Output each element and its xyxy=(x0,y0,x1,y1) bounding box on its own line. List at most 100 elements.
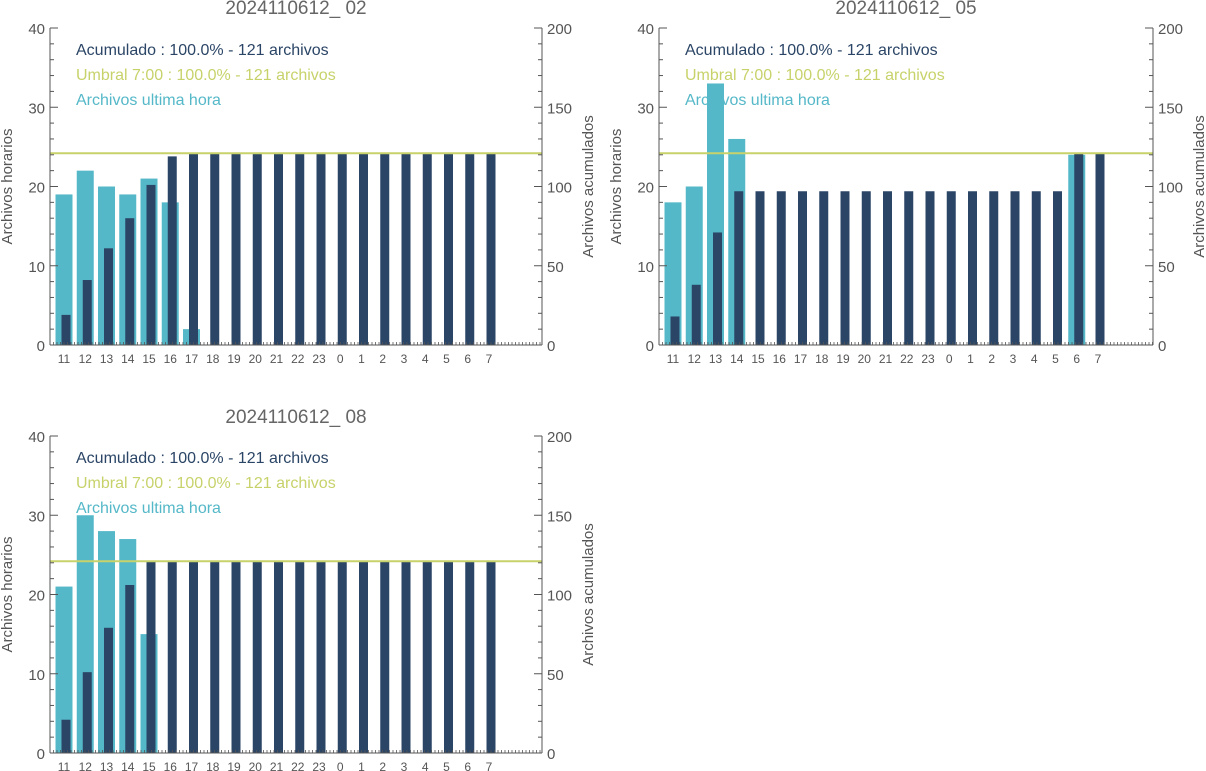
x-tick-label: 5 xyxy=(443,352,450,366)
legend-hourly: Archivos ultima hora xyxy=(76,92,221,109)
x-tick-label: 20 xyxy=(249,352,263,366)
x-tick-label: 23 xyxy=(921,352,935,366)
cumulative-bar xyxy=(316,561,326,753)
x-tick-label: 2 xyxy=(379,352,386,366)
cumulative-bar xyxy=(968,191,977,345)
x-tick-label: 1 xyxy=(358,760,365,771)
right-axis-title: Archivos acumulados xyxy=(1191,115,1206,258)
right-tick-label: 100 xyxy=(547,588,572,605)
x-tick-label: 4 xyxy=(422,760,429,771)
cumulative-bar xyxy=(359,153,368,345)
cumulative-bar xyxy=(1031,191,1041,345)
x-tick-label: 18 xyxy=(206,760,220,771)
right-axis-title: Archivos acumulados xyxy=(580,115,597,258)
x-tick-label: 22 xyxy=(900,352,914,366)
right-tick-label: 150 xyxy=(1158,100,1183,117)
x-tick-label: 3 xyxy=(401,352,408,366)
legend-cumulative: Acumulado : 100.0% - 121 archivos xyxy=(685,42,938,59)
x-tick-label: 12 xyxy=(79,352,93,366)
chart-panel-2: 2024110612_ 05010203040050100150200Archi… xyxy=(608,0,1206,366)
x-tick-label: 18 xyxy=(815,352,829,366)
x-tick-label: 12 xyxy=(688,352,702,366)
cumulative-bar xyxy=(104,248,113,345)
cumulative-bar xyxy=(210,561,220,753)
x-tick-label: 22 xyxy=(291,760,305,771)
left-tick-label: 30 xyxy=(637,100,654,117)
legend-hourly: Archivos ultima hora xyxy=(685,92,830,109)
cumulative-bar xyxy=(231,561,241,753)
cumulative-bar xyxy=(104,627,113,753)
x-tick-label: 11 xyxy=(667,352,680,366)
x-tick-label: 20 xyxy=(858,352,872,366)
x-tick-label: 11 xyxy=(58,760,71,771)
x-tick-label: 15 xyxy=(751,352,765,366)
x-tick-label: 13 xyxy=(100,760,114,771)
x-tick-label: 5 xyxy=(443,760,450,771)
chart-title: 2024110612_ 02 xyxy=(225,0,366,19)
left-tick-label: 30 xyxy=(28,100,45,117)
cumulative-bar xyxy=(82,672,92,753)
left-tick-label: 10 xyxy=(637,259,654,276)
cumulative-bar xyxy=(861,191,871,345)
x-tick-label: 13 xyxy=(100,352,114,366)
x-tick-label: 20 xyxy=(249,760,263,771)
cumulative-bar xyxy=(252,561,262,753)
cumulative-bar xyxy=(946,191,956,345)
x-tick-label: 0 xyxy=(337,352,344,366)
right-tick-label: 50 xyxy=(547,667,564,684)
left-tick-label: 10 xyxy=(28,667,45,684)
cumulative-bar xyxy=(465,561,475,753)
cumulative-bar xyxy=(1095,153,1105,345)
left-tick-label: 40 xyxy=(28,429,45,446)
cumulative-bar xyxy=(231,153,241,345)
x-tick-label: 21 xyxy=(270,352,284,366)
cumulative-bar xyxy=(840,191,850,345)
x-tick-label: 18 xyxy=(206,352,220,366)
legend-cumulative: Acumulado : 100.0% - 121 archivos xyxy=(76,450,329,467)
cumulative-bar xyxy=(61,719,71,753)
x-tick-label: 1 xyxy=(358,352,365,366)
x-tick-label: 0 xyxy=(946,352,953,366)
left-tick-label: 10 xyxy=(28,259,45,276)
x-tick-label: 14 xyxy=(730,352,744,366)
cumulative-bar xyxy=(486,561,496,753)
x-tick-label: 14 xyxy=(121,760,135,771)
x-tick-label: 15 xyxy=(142,760,156,771)
x-tick-label: 6 xyxy=(464,760,471,771)
cumulative-bar xyxy=(295,153,305,345)
right-tick-label: 0 xyxy=(547,338,555,355)
right-tick-label: 150 xyxy=(547,100,572,117)
x-tick-label: 0 xyxy=(337,760,344,771)
legend-hourly: Archivos ultima hora xyxy=(76,500,221,517)
x-tick-label: 22 xyxy=(291,352,305,366)
cumulative-bar xyxy=(819,191,829,345)
cumulative-bar xyxy=(61,314,71,345)
right-axis-title: Archivos acumulados xyxy=(580,523,597,666)
cumulative-bar xyxy=(670,316,680,345)
chart-title: 2024110612_ 08 xyxy=(225,407,366,428)
cumulative-bar xyxy=(146,184,156,345)
cumulative-bar xyxy=(691,284,701,345)
legend-threshold: Umbral 7:00 : 100.0% - 121 archivos xyxy=(685,67,945,84)
x-tick-label: 16 xyxy=(773,352,787,366)
right-tick-label: 200 xyxy=(547,21,572,38)
x-tick-label: 17 xyxy=(185,352,199,366)
left-axis-title: Archivos horarios xyxy=(608,129,625,245)
x-tick-label: 6 xyxy=(1073,352,1080,366)
x-tick-label: 19 xyxy=(836,352,850,366)
cumulative-bar xyxy=(401,153,411,345)
cumulative-bar xyxy=(883,191,892,345)
x-tick-label: 5 xyxy=(1052,352,1059,366)
cumulative-bar xyxy=(295,561,305,753)
right-tick-label: 100 xyxy=(1158,180,1183,197)
chart-title: 2024110612_ 05 xyxy=(835,0,976,19)
x-tick-label: 17 xyxy=(185,760,199,771)
legend-threshold: Umbral 7:00 : 100.0% - 121 archivos xyxy=(76,475,336,492)
cumulative-bar xyxy=(274,561,283,753)
cumulative-bar xyxy=(189,561,198,753)
hourly-bar xyxy=(55,586,73,753)
hourly-bar xyxy=(664,202,682,345)
cumulative-bar xyxy=(82,280,92,345)
x-tick-label: 17 xyxy=(794,352,808,366)
